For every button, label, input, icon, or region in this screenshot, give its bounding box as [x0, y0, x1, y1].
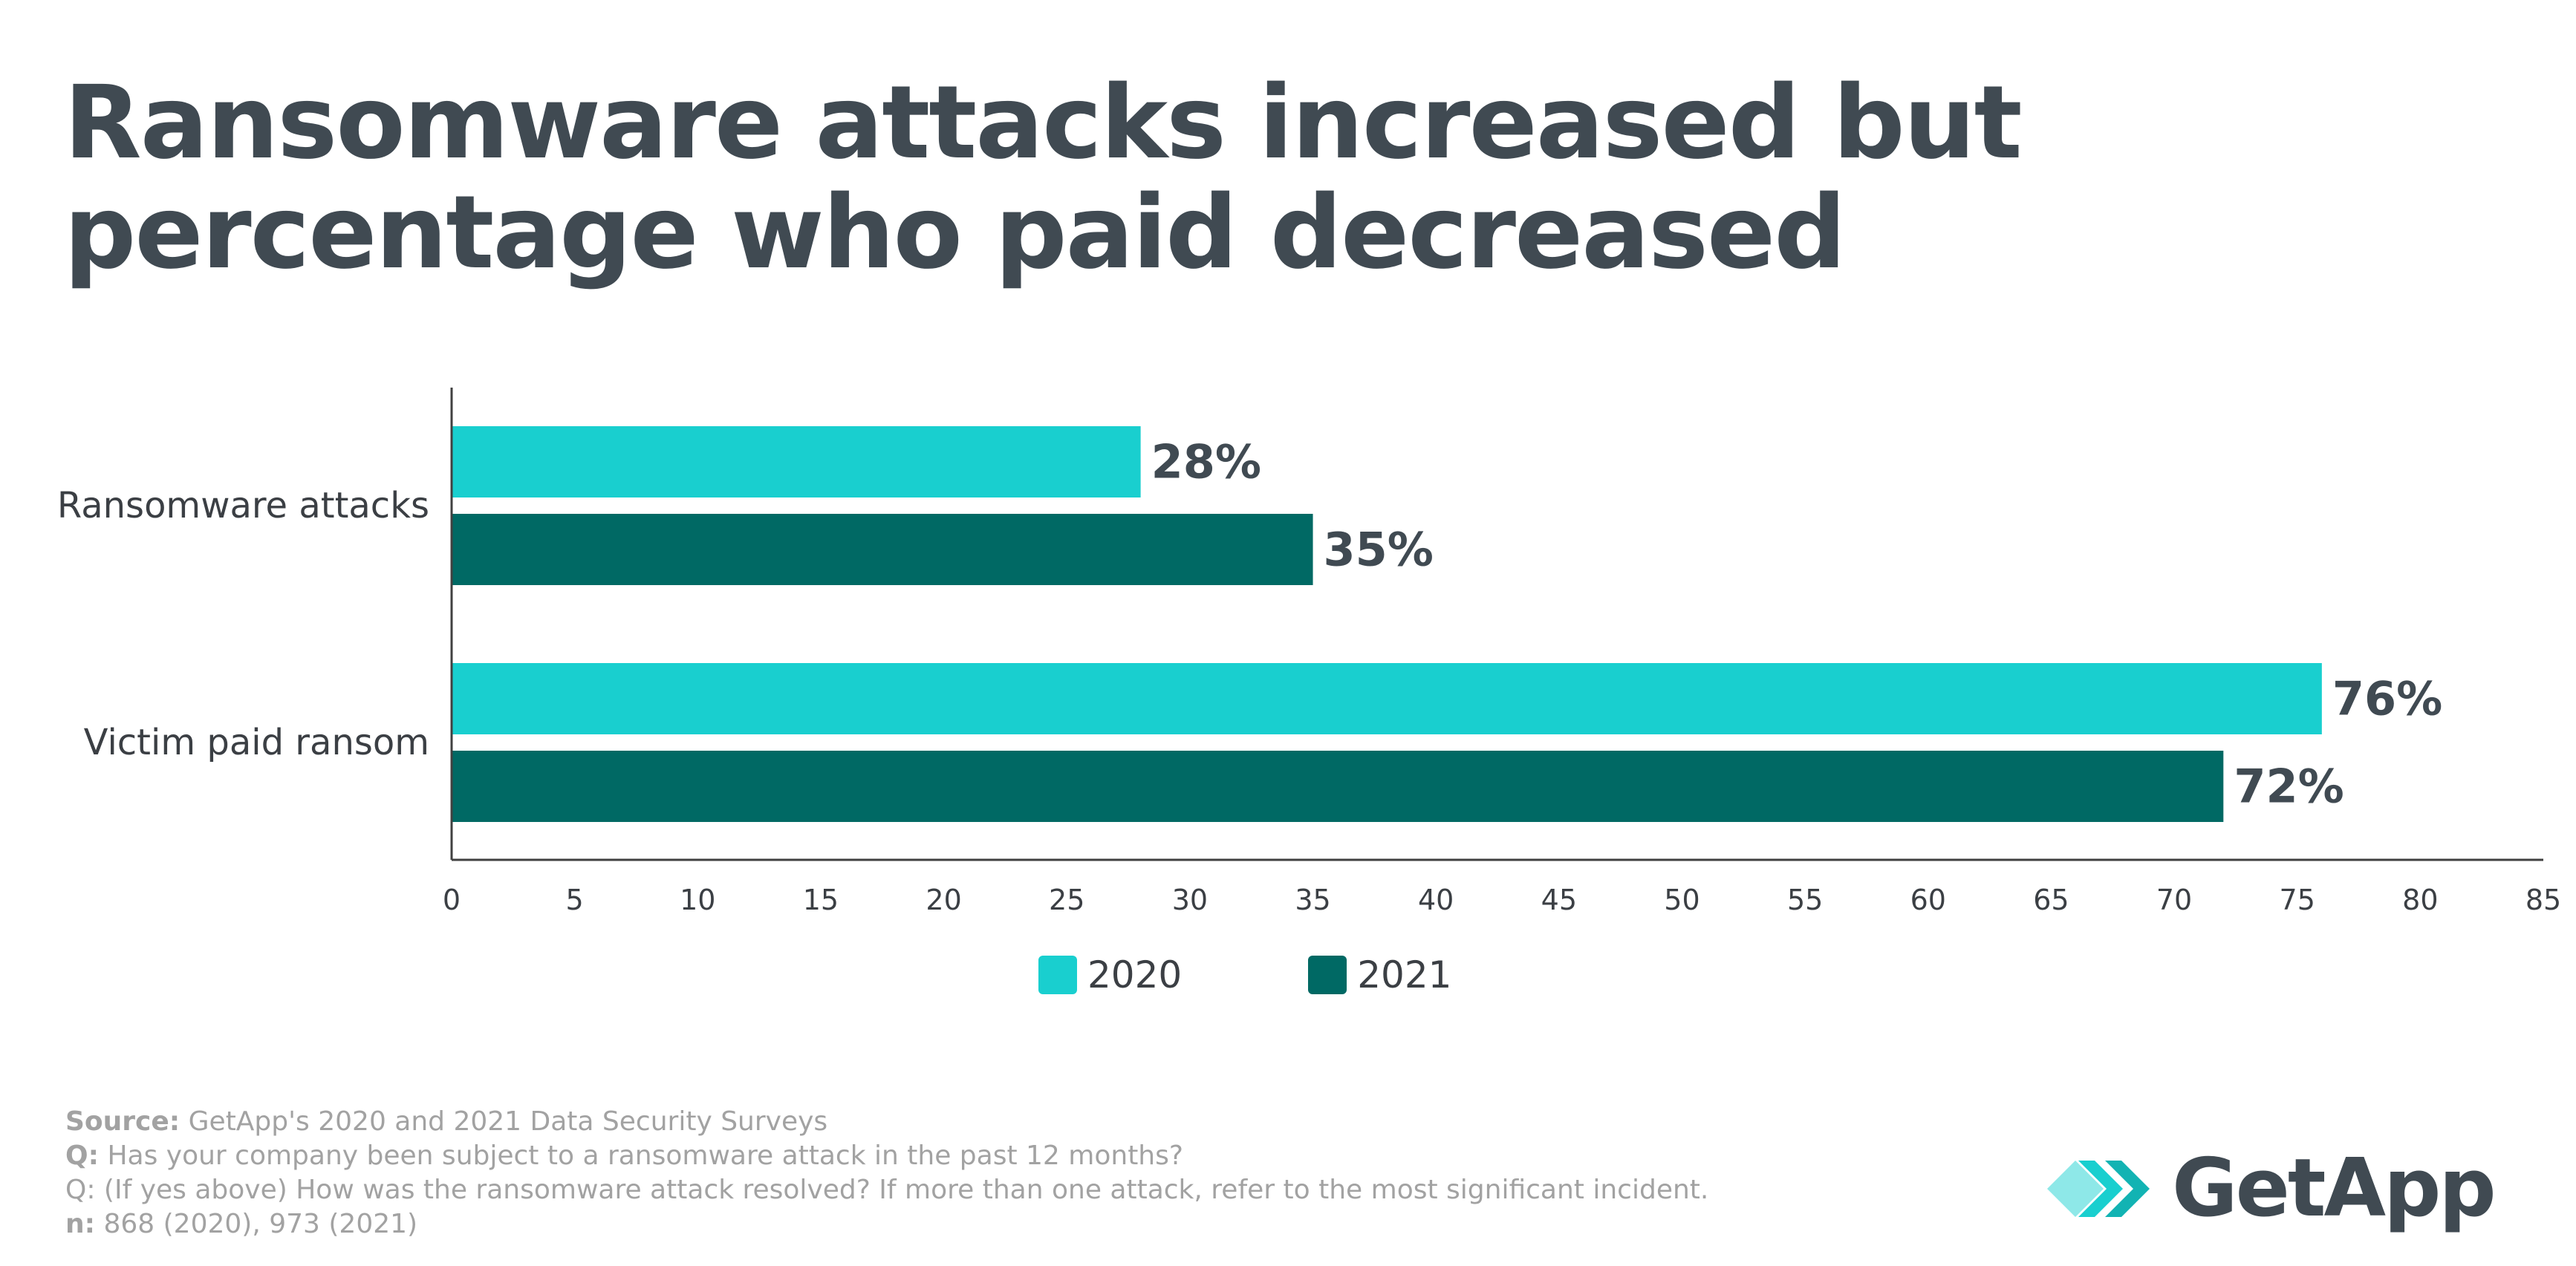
bars-layer [452, 426, 2322, 822]
question-1-line: Q: Has your company been subject to a ra… [65, 1139, 1997, 1173]
question-2-text: Q: (If yes above) How was the ransomware… [65, 1175, 1709, 1205]
x-tick-label-35: 35 [1295, 884, 1330, 916]
x-tick-label-85: 85 [2525, 884, 2561, 916]
legend-swatch-2020 [1038, 956, 1077, 994]
x-tick-label-50: 50 [1664, 884, 1700, 916]
data-labels-layer: 28% 35% Ransomware attacks 76% 72% Victim pai… [57, 435, 2442, 814]
x-tick-label-10: 10 [680, 884, 715, 916]
bar-2020-2 [452, 663, 2322, 734]
sample-size-line: n: 868 (2020), 973 (2021) [65, 1207, 1997, 1241]
footer-notes: Source: GetApp's 2020 and 2021 Data Secu… [65, 1105, 1997, 1241]
legend-item-2021: 2021 [1308, 953, 1452, 996]
legend-swatch-2021 [1308, 956, 1347, 994]
x-tick-label-45: 45 [1541, 884, 1577, 916]
category-label-2: Victim paid ransom [84, 722, 429, 763]
getapp-logo-icon [2047, 1160, 2150, 1217]
x-tick-label-60: 60 [1910, 884, 1946, 916]
source-label: Source: [65, 1106, 180, 1137]
question-2-line: Q: (If yes above) How was the ransomware… [65, 1173, 1997, 1207]
getapp-logo-wordmark: GetApp [2172, 1142, 2497, 1235]
getapp-logo: GetApp [2047, 1142, 2497, 1235]
data-label-2021-1: 35% [1324, 523, 1434, 577]
legend-label-2021: 2021 [1357, 953, 1452, 996]
source-line: Source: GetApp's 2020 and 2021 Data Secu… [65, 1105, 1997, 1139]
x-tick-label-20: 20 [926, 884, 961, 916]
data-label-2020-2: 76% [2332, 672, 2442, 726]
x-tick-label-55: 55 [1787, 884, 1823, 916]
x-tick-label-30: 30 [1172, 884, 1208, 916]
x-tick-label-25: 25 [1049, 884, 1084, 916]
x-tick-label-5: 5 [566, 884, 584, 916]
x-tick-label-65: 65 [2033, 884, 2069, 916]
x-tick-label-80: 80 [2402, 884, 2438, 916]
x-tick-label-15: 15 [803, 884, 839, 916]
question-1-text: Has your company been subject to a ranso… [99, 1141, 1183, 1171]
legend-label-2020: 2020 [1087, 953, 1183, 996]
sample-size-text: 868 (2020), 973 (2021) [95, 1209, 418, 1239]
bar-2021-2 [452, 751, 2224, 822]
category-label-1: Ransomware attacks [57, 485, 429, 526]
data-label-2021-2: 72% [2234, 760, 2344, 814]
x-tick-label-70: 70 [2156, 884, 2192, 916]
bar-2020-1 [452, 426, 1141, 497]
bar-2021-1 [452, 514, 1313, 585]
chart-title: Ransomware attacks increased but percent… [64, 65, 2023, 292]
data-label-2020-1: 28% [1151, 435, 1261, 489]
axis-layer: 0 5 10 15 20 25 30 35 40 45 50 55 60 65 70 75 80 85 [443, 388, 2561, 916]
x-tick-label-75: 75 [2280, 884, 2315, 916]
x-tick-label-40: 40 [1418, 884, 1454, 916]
question-1-label: Q: [65, 1141, 99, 1171]
x-tick-label-0: 0 [443, 884, 461, 916]
sample-size-label: n: [65, 1209, 96, 1239]
source-text: GetApp's 2020 and 2021 Data Security Sur… [180, 1106, 828, 1137]
legend: 2020 2021 [1038, 953, 1578, 996]
legend-item-2020: 2020 [1038, 953, 1182, 996]
